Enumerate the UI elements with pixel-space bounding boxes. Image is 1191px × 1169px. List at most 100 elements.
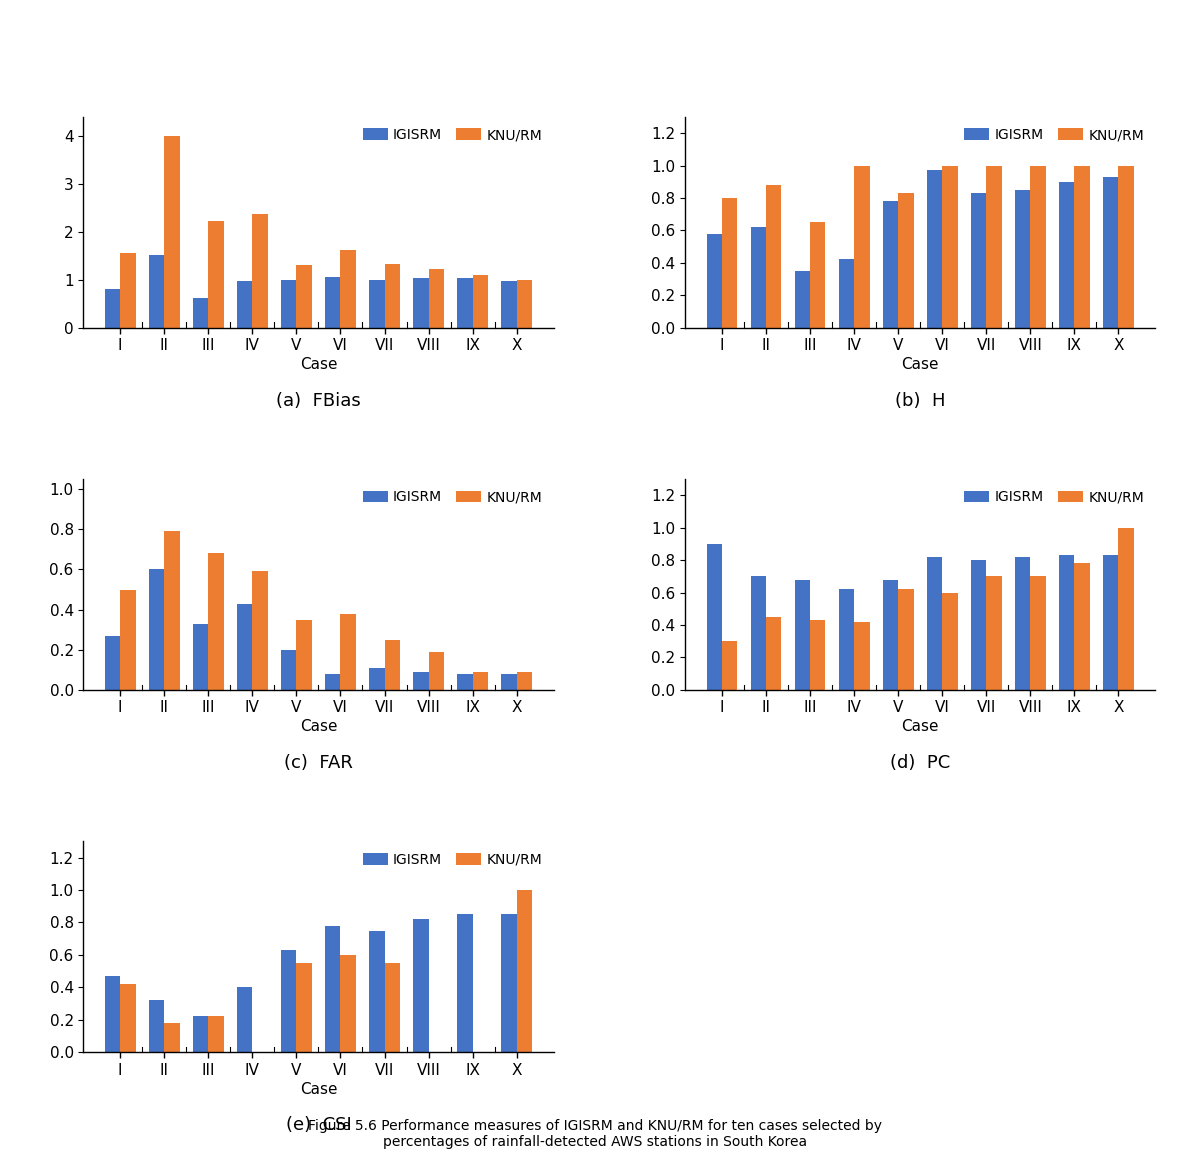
- Bar: [706, 544, 722, 690]
- Bar: [457, 673, 473, 690]
- Bar: [208, 221, 224, 327]
- Bar: [942, 593, 958, 690]
- Legend: IGISRM, KNU/RM: IGISRM, KNU/RM: [358, 849, 547, 871]
- Bar: [927, 171, 942, 327]
- Bar: [208, 553, 224, 690]
- Bar: [1103, 177, 1118, 327]
- Bar: [385, 639, 400, 690]
- Bar: [1030, 166, 1046, 327]
- Bar: [942, 166, 958, 327]
- Bar: [105, 636, 120, 690]
- X-axis label: Case: Case: [902, 357, 939, 372]
- Bar: [341, 249, 356, 327]
- Bar: [413, 919, 429, 1052]
- Bar: [429, 651, 444, 690]
- Bar: [457, 278, 473, 327]
- Bar: [501, 914, 517, 1052]
- Bar: [341, 955, 356, 1052]
- Bar: [457, 914, 473, 1052]
- Text: (d)  PC: (d) PC: [890, 754, 950, 772]
- Bar: [385, 264, 400, 327]
- Bar: [237, 988, 252, 1052]
- Bar: [854, 622, 869, 690]
- Bar: [149, 255, 164, 327]
- Bar: [883, 201, 898, 327]
- Bar: [413, 278, 429, 327]
- Bar: [193, 1017, 208, 1052]
- Bar: [281, 279, 297, 327]
- Bar: [517, 279, 532, 327]
- Bar: [898, 193, 913, 327]
- Bar: [413, 672, 429, 690]
- Bar: [325, 673, 341, 690]
- Bar: [149, 569, 164, 690]
- Text: (e)  CSI: (e) CSI: [286, 1116, 351, 1134]
- Bar: [854, 166, 869, 327]
- Bar: [986, 166, 1002, 327]
- Bar: [794, 271, 810, 327]
- Bar: [898, 589, 913, 690]
- Bar: [810, 620, 825, 690]
- Bar: [325, 926, 341, 1052]
- Legend: IGISRM, KNU/RM: IGISRM, KNU/RM: [960, 486, 1148, 509]
- Bar: [810, 222, 825, 327]
- Bar: [385, 963, 400, 1052]
- Bar: [794, 580, 810, 690]
- Bar: [750, 227, 766, 327]
- Bar: [105, 289, 120, 327]
- Bar: [193, 623, 208, 690]
- Bar: [971, 560, 986, 690]
- Bar: [297, 963, 312, 1052]
- Bar: [237, 603, 252, 690]
- Bar: [164, 532, 180, 690]
- Bar: [883, 580, 898, 690]
- Bar: [927, 556, 942, 690]
- Bar: [986, 576, 1002, 690]
- Bar: [105, 976, 120, 1052]
- Bar: [120, 589, 136, 690]
- Bar: [1118, 527, 1134, 690]
- Bar: [341, 614, 356, 690]
- Bar: [252, 572, 268, 690]
- Bar: [1015, 189, 1030, 327]
- Bar: [1059, 555, 1074, 690]
- Bar: [1118, 166, 1134, 327]
- Bar: [149, 1001, 164, 1052]
- Legend: IGISRM, KNU/RM: IGISRM, KNU/RM: [358, 486, 547, 509]
- Bar: [369, 279, 385, 327]
- Legend: IGISRM, KNU/RM: IGISRM, KNU/RM: [960, 124, 1148, 146]
- Bar: [1074, 166, 1090, 327]
- X-axis label: Case: Case: [902, 719, 939, 734]
- Bar: [164, 136, 180, 327]
- Bar: [120, 254, 136, 327]
- Bar: [706, 234, 722, 327]
- Bar: [750, 576, 766, 690]
- X-axis label: Case: Case: [300, 1081, 337, 1097]
- Bar: [971, 193, 986, 327]
- Bar: [120, 984, 136, 1052]
- Bar: [501, 673, 517, 690]
- Bar: [281, 650, 297, 690]
- Bar: [369, 667, 385, 690]
- Bar: [722, 642, 737, 690]
- Bar: [473, 672, 488, 690]
- Bar: [1015, 556, 1030, 690]
- Bar: [325, 277, 341, 327]
- Bar: [1030, 576, 1046, 690]
- Text: Figure 5.6 Performance measures of IGISRM and KNU/RM for ten cases selected by
p: Figure 5.6 Performance measures of IGISR…: [308, 1119, 883, 1149]
- Bar: [297, 620, 312, 690]
- Bar: [164, 1023, 180, 1052]
- Bar: [838, 260, 854, 327]
- Bar: [252, 214, 268, 327]
- Text: (b)  H: (b) H: [894, 392, 946, 410]
- X-axis label: Case: Case: [300, 719, 337, 734]
- Bar: [501, 281, 517, 327]
- Text: (a)  FBias: (a) FBias: [276, 392, 361, 410]
- Bar: [766, 185, 781, 327]
- Bar: [297, 265, 312, 327]
- Bar: [766, 617, 781, 690]
- Bar: [369, 931, 385, 1052]
- Bar: [517, 890, 532, 1052]
- Bar: [1074, 563, 1090, 690]
- Bar: [517, 672, 532, 690]
